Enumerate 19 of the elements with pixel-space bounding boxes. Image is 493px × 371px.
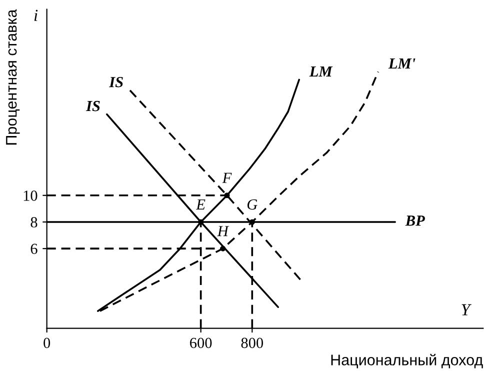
y-axis-title: Процентная ставка (6, 9, 20, 145)
annotation: Y (462, 304, 472, 316)
series-label: LM (309, 66, 333, 76)
text: i (34, 10, 38, 21)
x-axis-title: Национальный доход (331, 354, 483, 368)
x-tick-label: 600 (190, 338, 212, 348)
annotation: E (196, 199, 206, 210)
x-tick-label: 800 (241, 338, 264, 348)
y-tick-label: 6 (30, 244, 38, 254)
series-label: IS (108, 77, 123, 88)
y-tick-label: 10 (24, 190, 38, 201)
series-label: BP (405, 216, 425, 226)
annotation: G (247, 199, 258, 210)
y-tick-label: 8 (30, 217, 38, 228)
series-label: IS (86, 100, 100, 112)
annotation: H (217, 226, 230, 236)
series-label: LM' (388, 58, 416, 69)
x-tick-label: 0 (44, 338, 50, 348)
annotation: F (222, 172, 232, 183)
